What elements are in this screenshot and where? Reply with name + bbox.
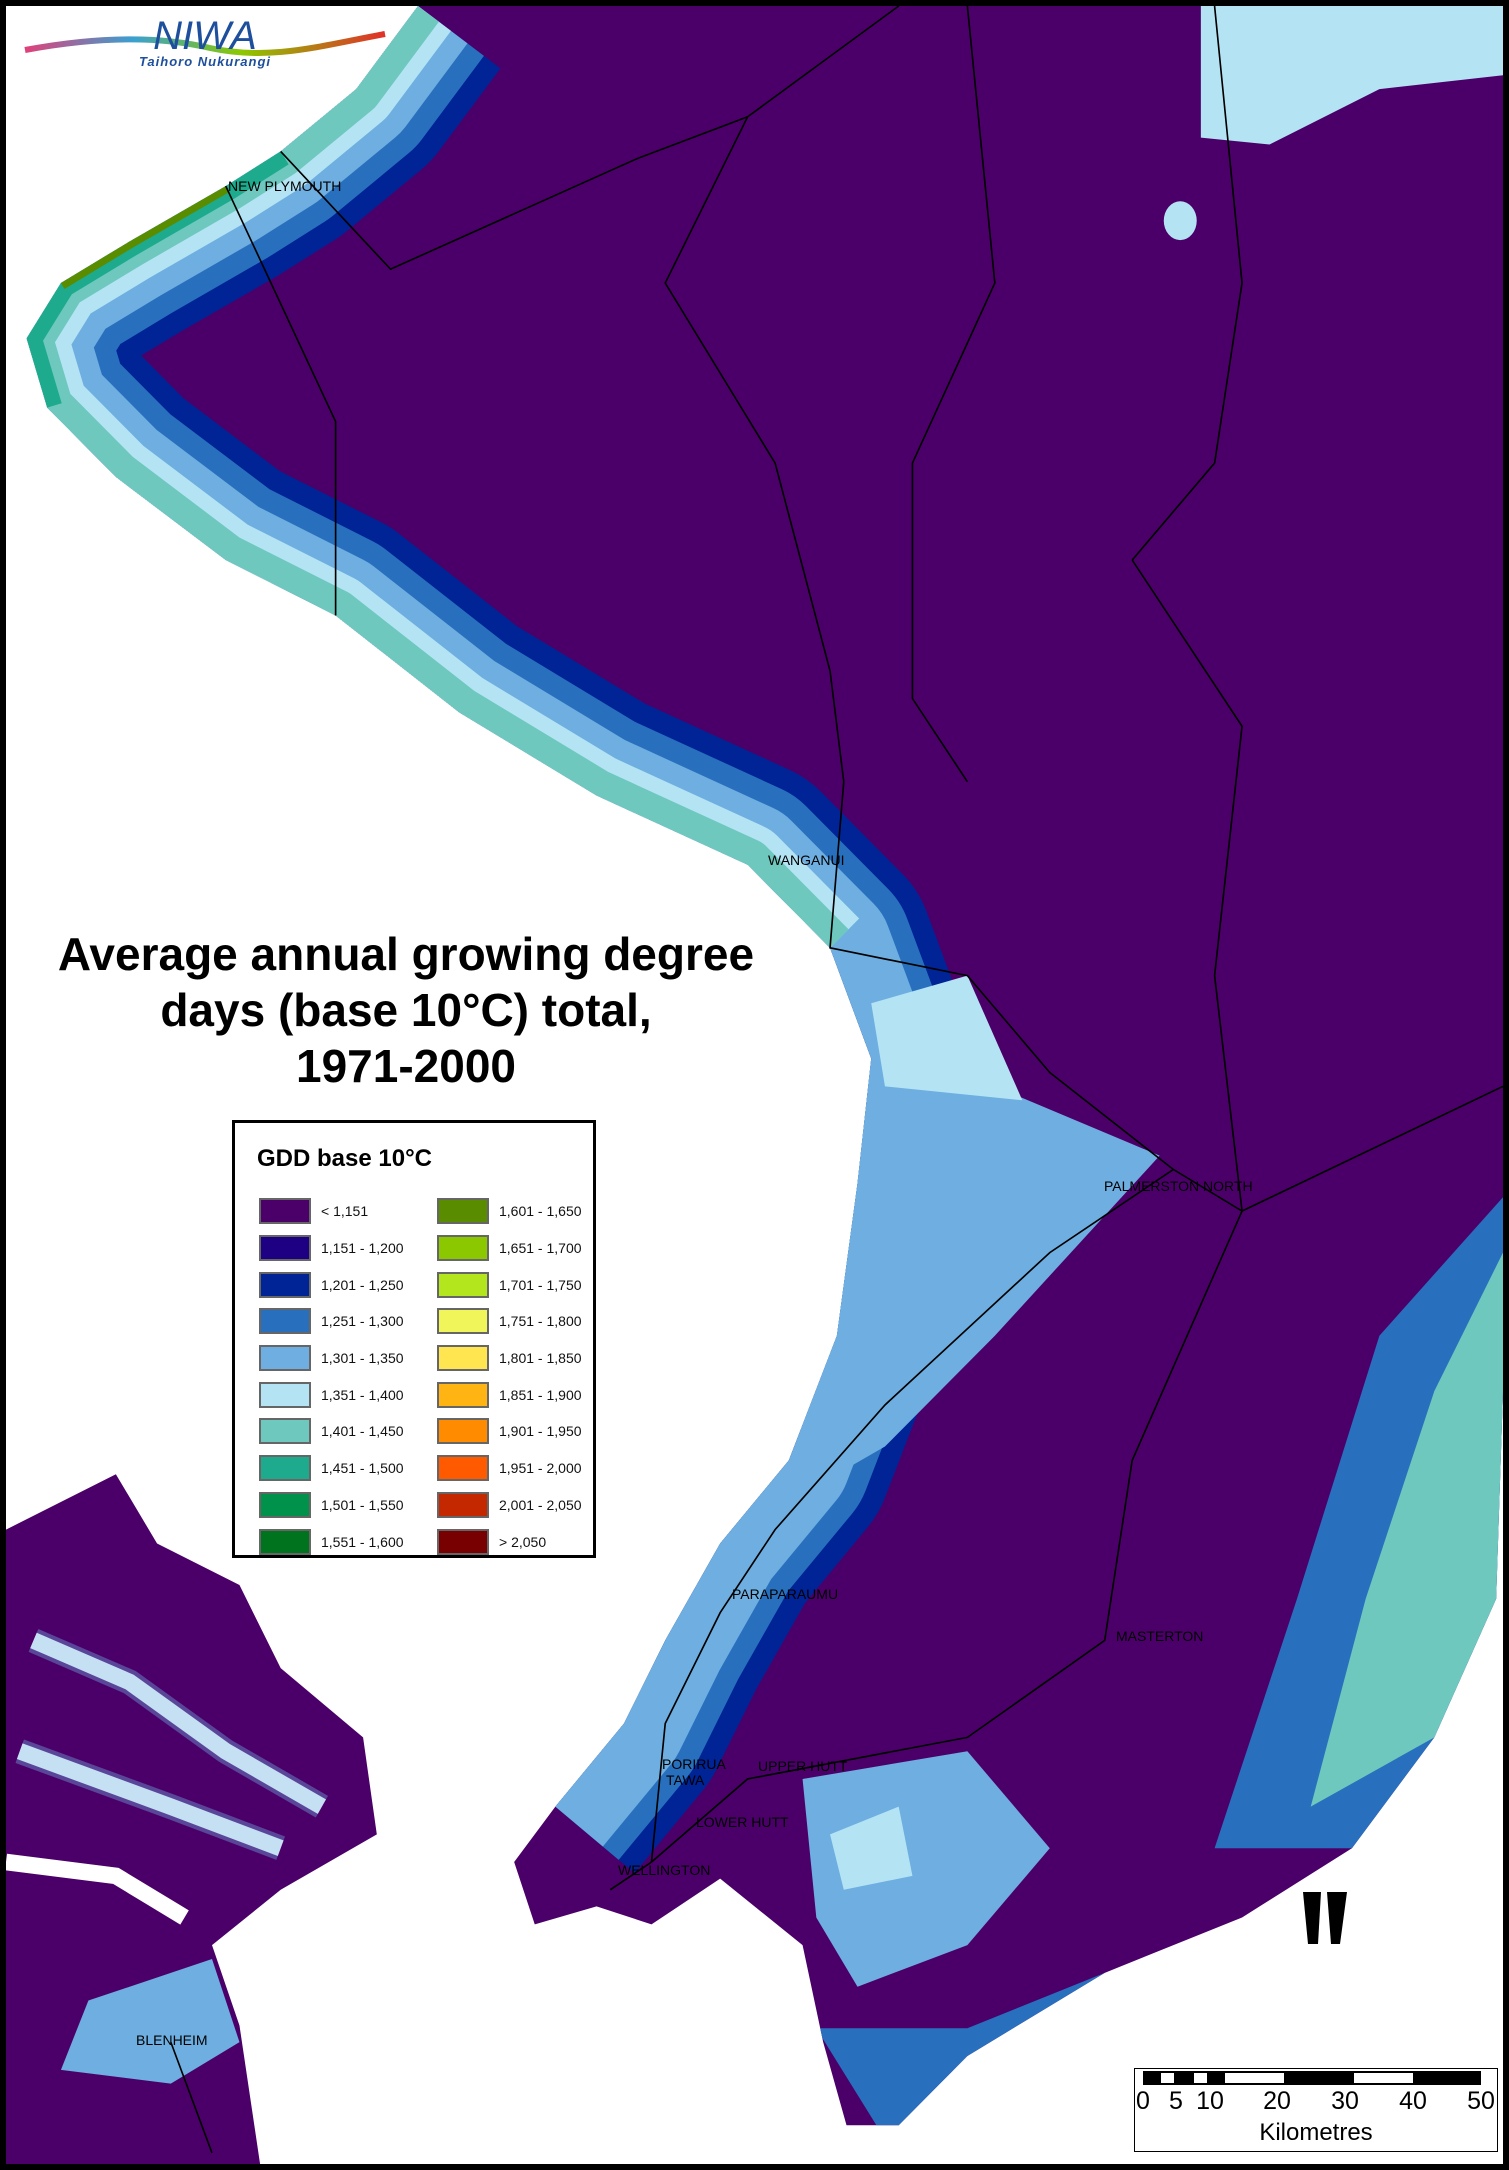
title-line: 1971-2000	[296, 1040, 516, 1092]
legend-swatch	[259, 1345, 311, 1372]
legend-swatch	[259, 1271, 311, 1298]
svg-text:NIWA: NIWA	[153, 16, 257, 56]
scale-tick: 30	[1331, 2087, 1359, 2115]
legend-label: 1,951 - 2,000	[499, 1460, 582, 1477]
legend-item: < 1,151	[259, 1193, 404, 1230]
legend-swatch	[437, 1308, 489, 1335]
legend-swatch	[437, 1235, 489, 1262]
town-label: PORIRUA	[662, 1756, 726, 1772]
logo-tagline: Taihoro Nukurangi	[138, 54, 272, 69]
town-label: UPPER HUTT	[758, 1758, 848, 1774]
legend-label: 1,251 - 1,300	[321, 1313, 404, 1330]
legend-item: 1,501 - 1,550	[259, 1487, 404, 1524]
legend-item: > 2,050	[437, 1523, 582, 1560]
legend-label: 1,501 - 1,550	[321, 1496, 404, 1513]
legend-label: 1,201 - 1,250	[321, 1276, 404, 1293]
town-label: WANGANUI	[768, 852, 845, 868]
legend-item: 1,551 - 1,600	[259, 1523, 404, 1560]
legend-label: 1,901 - 1,950	[499, 1423, 582, 1440]
legend-swatch	[437, 1345, 489, 1372]
legend-item: 1,401 - 1,450	[259, 1413, 404, 1450]
legend-item: 1,301 - 1,350	[259, 1340, 404, 1377]
north-arrow-icon	[1303, 1892, 1347, 1944]
scale-bar: 0 5 10 20 30 40 50 Kilometres	[1134, 2068, 1498, 2152]
legend-label: 1,451 - 1,500	[321, 1460, 404, 1477]
town-label: WELLINGTON	[618, 1862, 711, 1878]
legend-label: 1,551 - 1,600	[321, 1533, 404, 1550]
title-line: days (base 10°C) total,	[160, 984, 652, 1036]
legend-swatch	[259, 1528, 311, 1555]
legend-item: 1,201 - 1,250	[259, 1266, 404, 1303]
legend-label: 1,601 - 1,650	[499, 1203, 582, 1220]
legend-label: 1,851 - 1,900	[499, 1386, 582, 1403]
town-label: TAWA	[666, 1772, 705, 1788]
legend-swatch	[437, 1271, 489, 1298]
legend-swatch	[259, 1455, 311, 1482]
town-label: PARAPARAUMU	[732, 1586, 839, 1602]
scale-bar-graphic	[1143, 2071, 1481, 2085]
gdd-map	[6, 6, 1503, 2164]
legend-item: 1,751 - 1,800	[437, 1303, 582, 1340]
town-label: LOWER HUTT	[696, 1814, 789, 1830]
south-island-land	[6, 1474, 377, 2164]
scale-tick: 10	[1196, 2087, 1224, 2115]
legend-swatch	[259, 1198, 311, 1225]
legend-item: 1,801 - 1,850	[437, 1340, 582, 1377]
scale-tick: 0	[1136, 2087, 1150, 2115]
legend-swatch	[259, 1418, 311, 1445]
scale-unit: Kilometres	[1259, 2119, 1373, 2146]
legend-item: 2,001 - 2,050	[437, 1487, 582, 1524]
legend-swatch	[437, 1528, 489, 1555]
legend-swatch	[259, 1235, 311, 1262]
legend-title: GDD base 10°C	[257, 1145, 432, 1172]
legend-swatch	[437, 1418, 489, 1445]
legend-item: 1,151 - 1,200	[259, 1230, 404, 1267]
town-label: PALMERSTON NORTH	[1104, 1178, 1253, 1194]
title-line: Average annual growing degree	[57, 928, 755, 980]
legend-label: 1,751 - 1,800	[499, 1313, 582, 1330]
legend-swatch	[437, 1198, 489, 1225]
scale-tick: 50	[1467, 2087, 1495, 2115]
legend-swatch	[437, 1455, 489, 1482]
legend-item: 1,601 - 1,650	[437, 1193, 582, 1230]
scale-tick: 5	[1169, 2087, 1183, 2115]
legend-swatch	[259, 1381, 311, 1408]
legend: GDD base 10°C < 1,151 1,151 - 1,200 1,201 …	[232, 1120, 596, 1558]
legend-label: > 2,050	[499, 1533, 547, 1550]
legend-label: 1,651 - 1,700	[499, 1240, 582, 1257]
legend-item: 1,951 - 2,000	[437, 1450, 582, 1487]
legend-item: 1,701 - 1,750	[437, 1266, 582, 1303]
scale-tick: 40	[1399, 2087, 1427, 2115]
legend-swatch	[437, 1381, 489, 1408]
legend-label: 1,301 - 1,350	[321, 1350, 404, 1367]
legend-item: 1,351 - 1,400	[259, 1376, 404, 1413]
town-label: BLENHEIM	[136, 2032, 208, 2048]
map-title: Average annual growing degree days (base…	[6, 926, 806, 1094]
legend-item: 1,651 - 1,700	[437, 1230, 582, 1267]
legend-label: 1,701 - 1,750	[499, 1276, 582, 1293]
legend-item: 1,851 - 1,900	[437, 1376, 582, 1413]
road-network	[170, 6, 1503, 2154]
legend-label: 1,401 - 1,450	[321, 1423, 404, 1440]
scale-tick: 20	[1263, 2087, 1291, 2115]
legend-label: 1,801 - 1,850	[499, 1350, 582, 1367]
legend-label: < 1,151	[321, 1203, 369, 1220]
legend-swatch	[259, 1308, 311, 1335]
legend-swatch	[437, 1491, 489, 1518]
town-label: NEW PLYMOUTH	[228, 178, 342, 194]
legend-label: 1,151 - 1,200	[321, 1240, 404, 1257]
niwa-logo: NIWA Taihoro Nukurangi	[20, 14, 390, 76]
town-label: MASTERTON	[1116, 1628, 1204, 1644]
legend-label: 2,001 - 2,050	[499, 1496, 582, 1513]
legend-item: 1,901 - 1,950	[437, 1413, 582, 1450]
legend-item: 1,451 - 1,500	[259, 1450, 404, 1487]
legend-label: 1,351 - 1,400	[321, 1386, 404, 1403]
legend-swatch	[259, 1491, 311, 1518]
legend-item: 1,251 - 1,300	[259, 1303, 404, 1340]
